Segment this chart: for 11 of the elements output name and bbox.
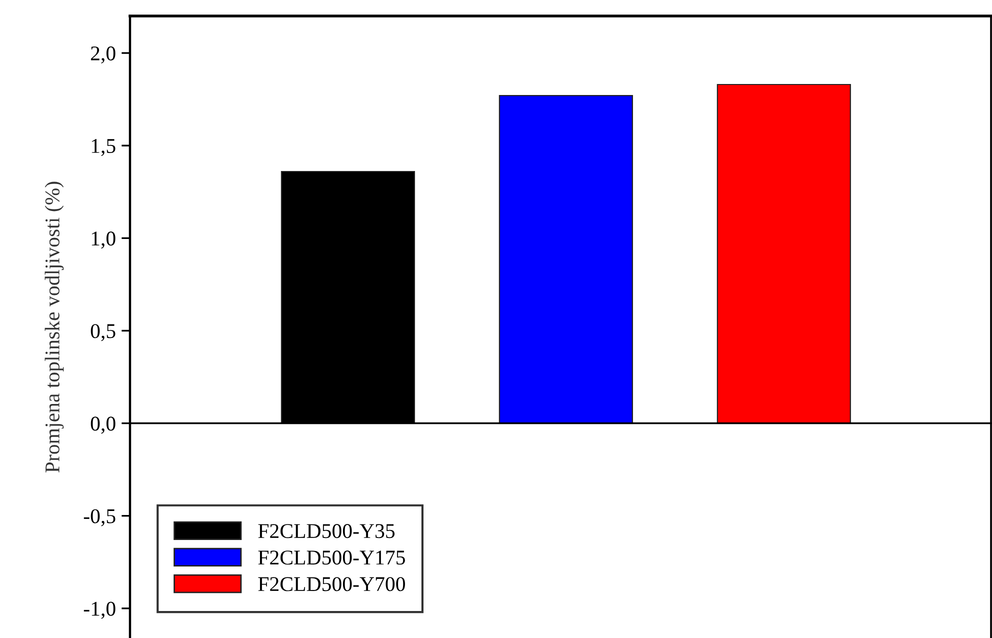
legend-label: F2CLD500-Y35 [258, 524, 395, 538]
y-tick-label: 0,5 [90, 324, 116, 342]
legend-label: F2CLD500-Y700 [258, 577, 405, 592]
legend-label: F2CLD500-Y175 [258, 550, 405, 565]
y-axis-title: Promjena toplinske vodljivosti (%) [44, 182, 64, 473]
y-tick-label: 2,0 [90, 46, 116, 64]
y-tick-label: 1,0 [92, 232, 116, 249]
y-tick-label: 1,5 [92, 139, 116, 156]
y-tick-label: -1,0 [84, 602, 116, 619]
y-tick-label: -0,5 [84, 509, 116, 526]
y-tick-label: 0,0 [90, 416, 116, 434]
